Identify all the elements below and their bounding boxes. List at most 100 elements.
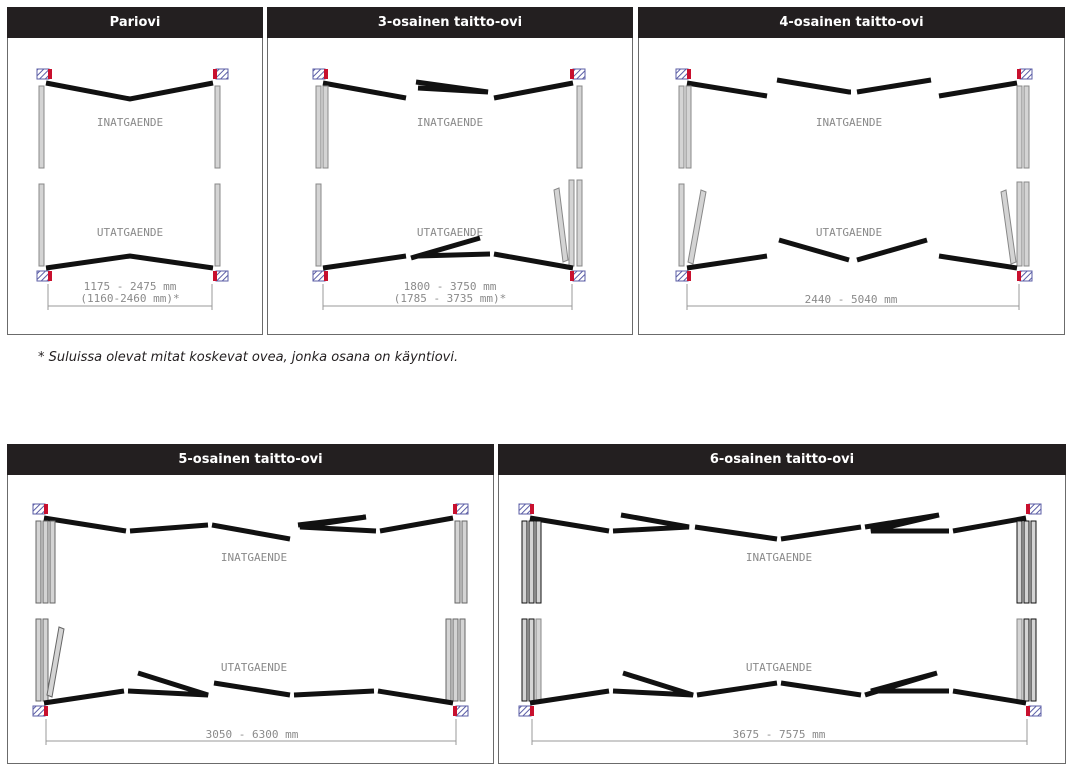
door-leaf-open	[576, 85, 583, 169]
wall-post-right-top	[1026, 503, 1042, 515]
door-leaf-closed	[696, 680, 778, 698]
wall-post-left-top	[36, 68, 52, 80]
dimension-range: 1800 - 3750 mm	[404, 280, 497, 293]
inward-label: INATGAENDE	[816, 116, 882, 129]
door-leaf-open	[1023, 520, 1030, 604]
wall-post-left-bottom	[32, 705, 48, 717]
door-leaf-open	[49, 520, 56, 604]
door-leaf-open	[535, 618, 542, 702]
wall-post-left-top	[675, 68, 691, 80]
door-leaf-closed	[686, 80, 768, 99]
door-leaf-closed	[856, 237, 928, 263]
door-leaf-open	[521, 618, 528, 702]
outward-label: UTATGAENDE	[417, 226, 483, 239]
panel-title: 6-osainen taitto-ovi	[498, 444, 1066, 475]
door-leaf-open	[1030, 520, 1037, 604]
door-leaf-closed	[938, 253, 1018, 271]
door-leaf-open	[461, 520, 468, 604]
inward-label: INATGAENDE	[97, 116, 163, 129]
door-leaf-closed	[293, 688, 375, 698]
door-plan-diagram: INATGAENDE UTATGAENDE 3675 - 7575 mm	[518, 503, 1042, 745]
wall-post-right-bottom	[1026, 705, 1042, 717]
wall-post-right-top	[1017, 68, 1033, 80]
panel-taittoovi-3: 3-osainen taitto-ovi INATGAENDE UTATGAEN…	[267, 7, 633, 335]
wall-post-left-bottom	[518, 705, 534, 717]
door-leaf-closed	[493, 80, 574, 101]
wall-post-right-bottom	[453, 705, 469, 717]
outward-label: UTATGAENDE	[97, 226, 163, 239]
door-leaf-open	[678, 183, 685, 267]
door-leaf-open	[38, 85, 45, 169]
door-leaf-closed	[377, 688, 454, 706]
door-leaf-open	[528, 520, 535, 604]
door-leaf-closed	[45, 253, 214, 271]
outward-label: UTATGAENDE	[221, 661, 287, 674]
wall-post-right-bottom	[570, 270, 586, 282]
door-leaf-open	[452, 618, 459, 702]
wall-post-right-top	[453, 503, 469, 515]
door-leaf-closed	[322, 80, 407, 101]
door-plan-diagram: INATGAENDE UTATGAENDE 1800 - 3750 mm (17…	[312, 68, 586, 310]
door-leaf-closed	[127, 670, 209, 698]
door-leaf-closed	[780, 680, 862, 698]
door-leaf-open	[38, 183, 45, 267]
door-leaf-closed	[43, 515, 127, 534]
wall-post-left-bottom	[312, 270, 328, 282]
door-leaf-open	[459, 618, 466, 702]
door-leaf-closed	[211, 522, 291, 542]
door-leaf-open	[315, 85, 322, 169]
wall-post-left-bottom	[36, 270, 52, 282]
door-leaf-open	[568, 179, 575, 267]
door-leaf-closed	[43, 688, 125, 706]
door-leaf-open	[454, 520, 461, 604]
door-leaf-closed	[780, 524, 862, 542]
door-leaf-open	[1030, 618, 1037, 702]
door-leaf-closed	[322, 253, 407, 271]
inward-label: INATGAENDE	[221, 551, 287, 564]
door-leaf-open	[1023, 181, 1030, 267]
dimension-range: 3675 - 7575 mm	[733, 728, 826, 741]
door-leaf-open	[35, 520, 42, 604]
wall-post-left-bottom	[675, 270, 691, 282]
door-leaf-closed	[952, 515, 1027, 534]
door-leaf-closed	[297, 514, 377, 534]
door-leaf-closed	[776, 77, 851, 95]
door-plan-diagram: INATGAENDE UTATGAENDE 2440 - 5040 mm	[675, 68, 1033, 310]
door-leaf-open	[42, 520, 49, 604]
door-leaf-closed	[529, 688, 610, 706]
door-leaf-open	[315, 183, 322, 267]
door-leaf-open	[445, 618, 452, 702]
door-leaf-open	[214, 183, 221, 267]
dimension-note: (1785 - 3735 mm)*	[394, 292, 507, 305]
door-leaf-closed	[129, 522, 209, 534]
door-leaf-open	[576, 179, 583, 267]
door-leaf-open	[1016, 520, 1023, 604]
door-leaf-closed	[938, 80, 1018, 99]
door-leaf-closed	[379, 515, 454, 534]
door-leaf-open	[1023, 618, 1030, 702]
inward-label: INATGAENDE	[417, 116, 483, 129]
door-leaf-closed	[45, 80, 214, 102]
panel-title: 5-osainen taitto-ovi	[7, 444, 494, 475]
door-leaf-closed	[686, 253, 768, 271]
door-leaf-open	[685, 85, 692, 169]
door-leaf-closed	[952, 688, 1027, 706]
door-leaf-open	[553, 187, 569, 263]
outward-label: UTATGAENDE	[816, 226, 882, 239]
door-leaf-closed	[778, 237, 850, 263]
door-leaf-open	[1023, 85, 1030, 169]
wall-post-left-top	[312, 68, 328, 80]
panel-title: Pariovi	[7, 7, 263, 38]
dimension-range: 2440 - 5040 mm	[805, 293, 898, 306]
panel-pariovi: Pariovi INATGAENDE UTATGAENDE 1175 - 247…	[7, 7, 263, 335]
wall-post-right-top	[213, 68, 229, 80]
door-leaf-open	[1016, 181, 1023, 267]
door-leaf-open	[35, 618, 42, 702]
door-leaf-open	[1016, 85, 1023, 169]
door-plan-diagram: INATGAENDE UTATGAENDE 1175 - 2475 mm (11…	[36, 68, 229, 310]
wall-post-right-bottom	[1017, 270, 1033, 282]
panel-title: 3-osainen taitto-ovi	[267, 7, 633, 38]
door-leaf-open	[214, 85, 221, 169]
panel-taittoovi-5: 5-osainen taitto-ovi INATGAENDE UTATGAEN…	[7, 444, 494, 764]
door-leaf-closed	[612, 512, 690, 534]
